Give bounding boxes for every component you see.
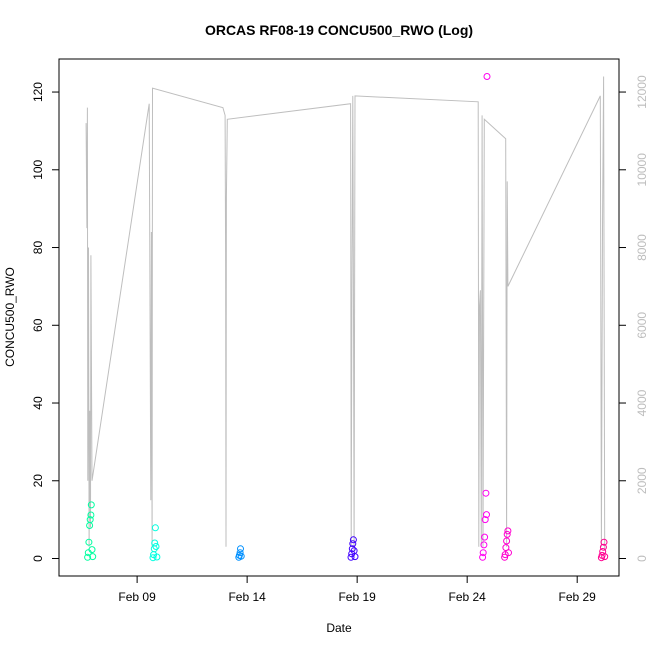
data-point	[153, 553, 161, 561]
data-point	[479, 553, 487, 561]
data-point	[349, 536, 357, 544]
y2-tick-label: 6000	[635, 312, 649, 339]
altitude-trace	[85, 76, 606, 551]
data-point	[483, 73, 491, 80]
altitude-line	[85, 76, 606, 551]
data-point	[348, 545, 356, 553]
y-tick-label: 120	[31, 82, 45, 102]
x-tick-label: Feb 24	[448, 590, 486, 604]
data-point	[599, 543, 607, 551]
data-point	[481, 516, 489, 524]
data-point	[85, 538, 93, 546]
data-point	[501, 553, 509, 561]
data-point	[87, 501, 95, 509]
data-point	[89, 553, 97, 561]
data-point	[503, 537, 511, 545]
y-axis: 0 20 40 60 80 100 120	[31, 82, 59, 562]
data-point	[236, 549, 244, 557]
data-point	[151, 524, 159, 532]
data-point	[504, 527, 512, 535]
y-tick-label: 20	[31, 474, 45, 488]
data-point	[88, 546, 96, 554]
y-tick-label: 40	[31, 396, 45, 410]
y-tick-label: 60	[31, 318, 45, 332]
x-tick-label: Feb 09	[118, 590, 156, 604]
plot-frame	[58, 58, 620, 577]
y-tick-label: 80	[31, 241, 45, 255]
data-point	[479, 549, 487, 557]
x-tick-label: Feb 29	[559, 590, 597, 604]
y2-tick-label: 8000	[635, 234, 649, 261]
y2-tick-label: 12000	[635, 75, 649, 109]
data-point	[87, 511, 95, 519]
y2-tick-label: 4000	[635, 389, 649, 416]
y-tick-label: 0	[31, 555, 45, 562]
data-point	[151, 539, 159, 547]
data-point	[503, 530, 511, 538]
data-point	[480, 541, 488, 549]
y2-axis: 0 2000 4000 6000 8000 10000 12000	[619, 75, 649, 562]
y2-tick-label: 0	[635, 555, 649, 562]
data-point	[149, 554, 157, 562]
data-points	[84, 73, 609, 562]
data-point	[237, 552, 245, 560]
data-point	[86, 516, 94, 524]
data-point	[483, 511, 490, 519]
y-axis-label: CONCU500_RWO	[3, 267, 17, 367]
data-point	[481, 533, 489, 541]
data-point	[351, 553, 359, 561]
data-point	[600, 538, 608, 546]
x-axis-label: Date	[326, 621, 352, 635]
data-point	[505, 549, 512, 557]
data-point	[601, 553, 609, 561]
data-point	[152, 543, 160, 550]
x-tick-label: Feb 19	[338, 590, 376, 604]
data-point	[237, 545, 244, 553]
x-tick-label: Feb 14	[228, 590, 266, 604]
chart-title: ORCAS RF08-19 CONCU500_RWO (Log)	[205, 22, 473, 38]
y-tick-label: 100	[31, 159, 45, 179]
y2-tick-label: 2000	[635, 467, 649, 494]
data-point	[347, 553, 355, 561]
y2-tick-label: 10000	[635, 153, 649, 187]
x-axis: Feb 09 Feb 14 Feb 19 Feb 24 Feb 29	[118, 576, 596, 604]
data-point	[84, 553, 92, 561]
data-point	[349, 540, 357, 548]
data-point	[482, 489, 490, 497]
